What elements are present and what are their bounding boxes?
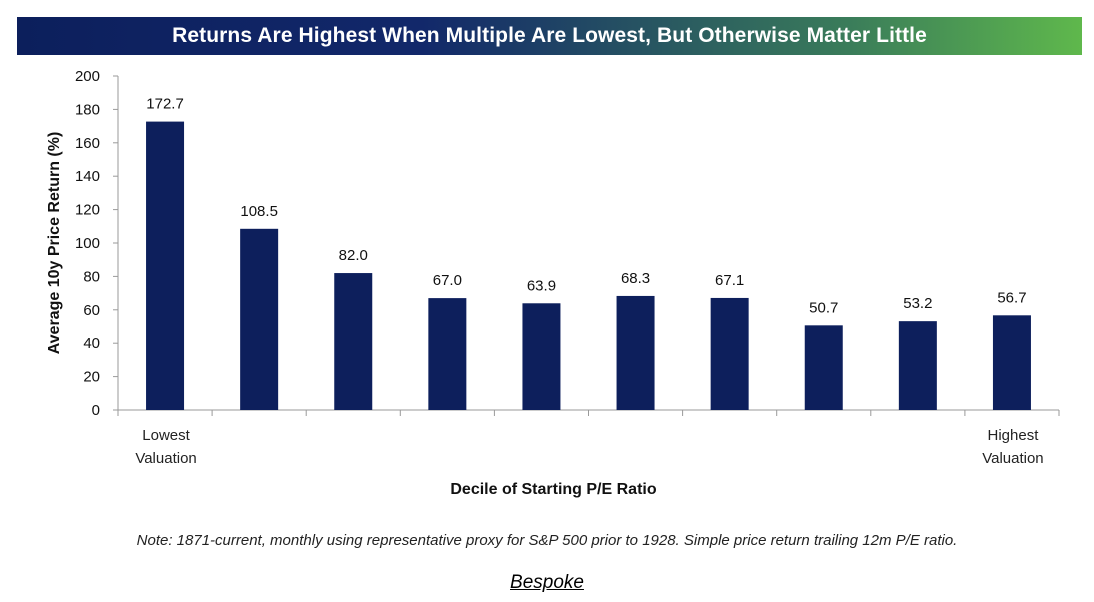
source-link[interactable]: Bespoke — [510, 572, 584, 593]
bar — [898, 321, 937, 410]
bar — [334, 273, 373, 410]
y-tick-label: 80 — [83, 268, 100, 285]
data-label: 56.7 — [997, 289, 1026, 306]
data-label: 108.5 — [240, 203, 278, 220]
y-tick-label: 60 — [83, 302, 100, 319]
bar — [522, 303, 561, 410]
title-banner: Returns Are Highest When Multiple Are Lo… — [17, 17, 1082, 55]
data-label: 67.0 — [433, 272, 462, 289]
data-label: 53.2 — [903, 295, 932, 312]
x-category-label: Valuation — [135, 450, 196, 467]
bar — [804, 325, 843, 410]
y-tick-label: 100 — [75, 235, 100, 252]
y-tick-label: 20 — [83, 369, 100, 386]
x-category-label: Valuation — [982, 450, 1043, 467]
bar — [992, 315, 1031, 410]
bar — [710, 297, 749, 410]
data-label: 68.3 — [621, 270, 650, 287]
data-label: 50.7 — [809, 299, 838, 316]
source-label[interactable]: Bespoke — [0, 572, 1094, 594]
data-label: 67.1 — [715, 272, 744, 289]
y-tick-label: 140 — [75, 168, 100, 185]
bar — [240, 228, 279, 410]
y-tick-label: 0 — [92, 402, 100, 419]
y-tick-label: 200 — [75, 68, 100, 85]
bar — [146, 121, 185, 410]
y-axis-title: Average 10y Price Return (%) — [46, 132, 63, 355]
chart-note: Note: 1871-current, monthly using repres… — [136, 532, 958, 549]
chart-title: Returns Are Highest When Multiple Are Lo… — [172, 24, 927, 47]
y-tick-label: 120 — [75, 202, 100, 219]
y-tick-label: 180 — [75, 101, 100, 118]
x-axis-title: Decile of Starting P/E Ratio — [450, 481, 656, 498]
y-tick-label: 40 — [83, 335, 100, 352]
bar-chart: 0 20 40 60 80 100 120 140 160 180 200 172.7 108.5 82.… — [46, 68, 1060, 498]
bar — [616, 295, 655, 410]
x-category-label: Lowest — [142, 427, 190, 444]
bar — [428, 298, 467, 410]
data-label: 63.9 — [527, 277, 556, 294]
data-label: 172.7 — [146, 96, 184, 113]
x-category-label: Highest — [988, 427, 1040, 444]
data-label: 82.0 — [339, 247, 368, 264]
y-tick-label: 160 — [75, 135, 100, 152]
